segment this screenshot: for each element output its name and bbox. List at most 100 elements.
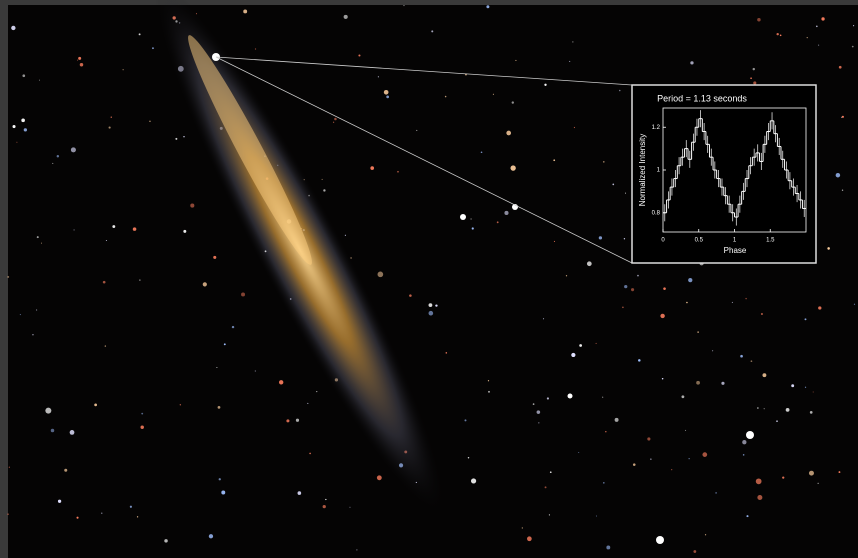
star — [136, 516, 139, 518]
star — [108, 126, 111, 129]
star — [757, 407, 759, 409]
star — [776, 420, 778, 422]
chart-title: Period = 1.13 seconds — [657, 93, 747, 103]
star — [688, 277, 693, 283]
star — [650, 458, 652, 460]
star — [543, 318, 545, 320]
star — [504, 210, 509, 216]
star — [104, 345, 107, 347]
star — [428, 303, 433, 308]
star — [603, 482, 605, 484]
star — [816, 25, 818, 28]
star — [624, 284, 628, 289]
star — [376, 475, 382, 481]
star — [383, 89, 389, 95]
star — [631, 288, 635, 292]
star — [492, 93, 494, 95]
star — [622, 306, 624, 309]
star — [806, 37, 808, 39]
star — [8, 466, 10, 468]
star — [386, 95, 390, 99]
star — [409, 294, 412, 297]
star — [779, 34, 782, 37]
star — [686, 301, 688, 304]
star — [175, 137, 178, 140]
star — [241, 292, 246, 297]
star — [19, 314, 21, 316]
star — [812, 391, 814, 393]
star — [538, 422, 540, 424]
star — [7, 513, 9, 515]
star — [254, 48, 257, 50]
star — [496, 221, 499, 224]
star — [325, 498, 327, 501]
star — [697, 331, 699, 333]
bright-star — [656, 536, 664, 544]
star — [506, 130, 512, 136]
star — [356, 549, 358, 551]
star — [344, 234, 346, 236]
star — [243, 9, 248, 14]
star — [840, 116, 842, 118]
star — [785, 407, 790, 412]
star — [208, 534, 214, 539]
star — [323, 189, 326, 192]
star — [821, 17, 825, 21]
star — [853, 303, 856, 305]
star — [740, 354, 743, 358]
star — [40, 242, 43, 244]
bright-star — [567, 393, 573, 399]
y-tick-label: 0.8 — [652, 210, 661, 216]
star — [818, 44, 820, 46]
star — [77, 59, 79, 61]
bright-star — [460, 214, 466, 220]
x-axis-label: Phase — [724, 246, 747, 255]
y-axis-label: Normalized Intensity — [638, 134, 647, 206]
star — [753, 81, 757, 85]
star — [548, 514, 550, 516]
star — [515, 59, 517, 62]
star — [223, 343, 226, 346]
star — [64, 468, 68, 472]
star — [316, 390, 318, 393]
y-tick-label: 1.2 — [652, 125, 661, 131]
star — [358, 54, 361, 57]
star — [16, 141, 18, 143]
star — [838, 471, 841, 473]
star — [746, 515, 749, 518]
star — [571, 352, 576, 358]
star — [138, 33, 141, 36]
star — [164, 539, 168, 543]
star — [218, 478, 221, 481]
star — [435, 304, 438, 307]
star — [36, 236, 39, 239]
star — [416, 129, 418, 131]
star — [279, 380, 284, 385]
star — [464, 419, 467, 422]
star — [52, 162, 54, 164]
star — [110, 116, 113, 118]
star — [213, 255, 217, 259]
star — [480, 151, 483, 154]
star — [835, 172, 841, 178]
star — [444, 95, 447, 98]
star — [715, 492, 717, 494]
star — [179, 404, 182, 406]
star — [140, 425, 144, 429]
star — [190, 203, 195, 208]
star — [851, 45, 854, 48]
star — [397, 170, 399, 173]
star — [510, 165, 516, 171]
star — [804, 318, 807, 321]
star — [486, 5, 490, 9]
star — [471, 227, 474, 230]
star — [307, 402, 309, 404]
star — [623, 238, 626, 240]
star — [838, 65, 842, 69]
star — [297, 491, 302, 495]
star — [638, 359, 641, 362]
star — [549, 471, 552, 474]
star — [470, 478, 477, 484]
star — [45, 407, 52, 414]
star — [183, 135, 185, 138]
